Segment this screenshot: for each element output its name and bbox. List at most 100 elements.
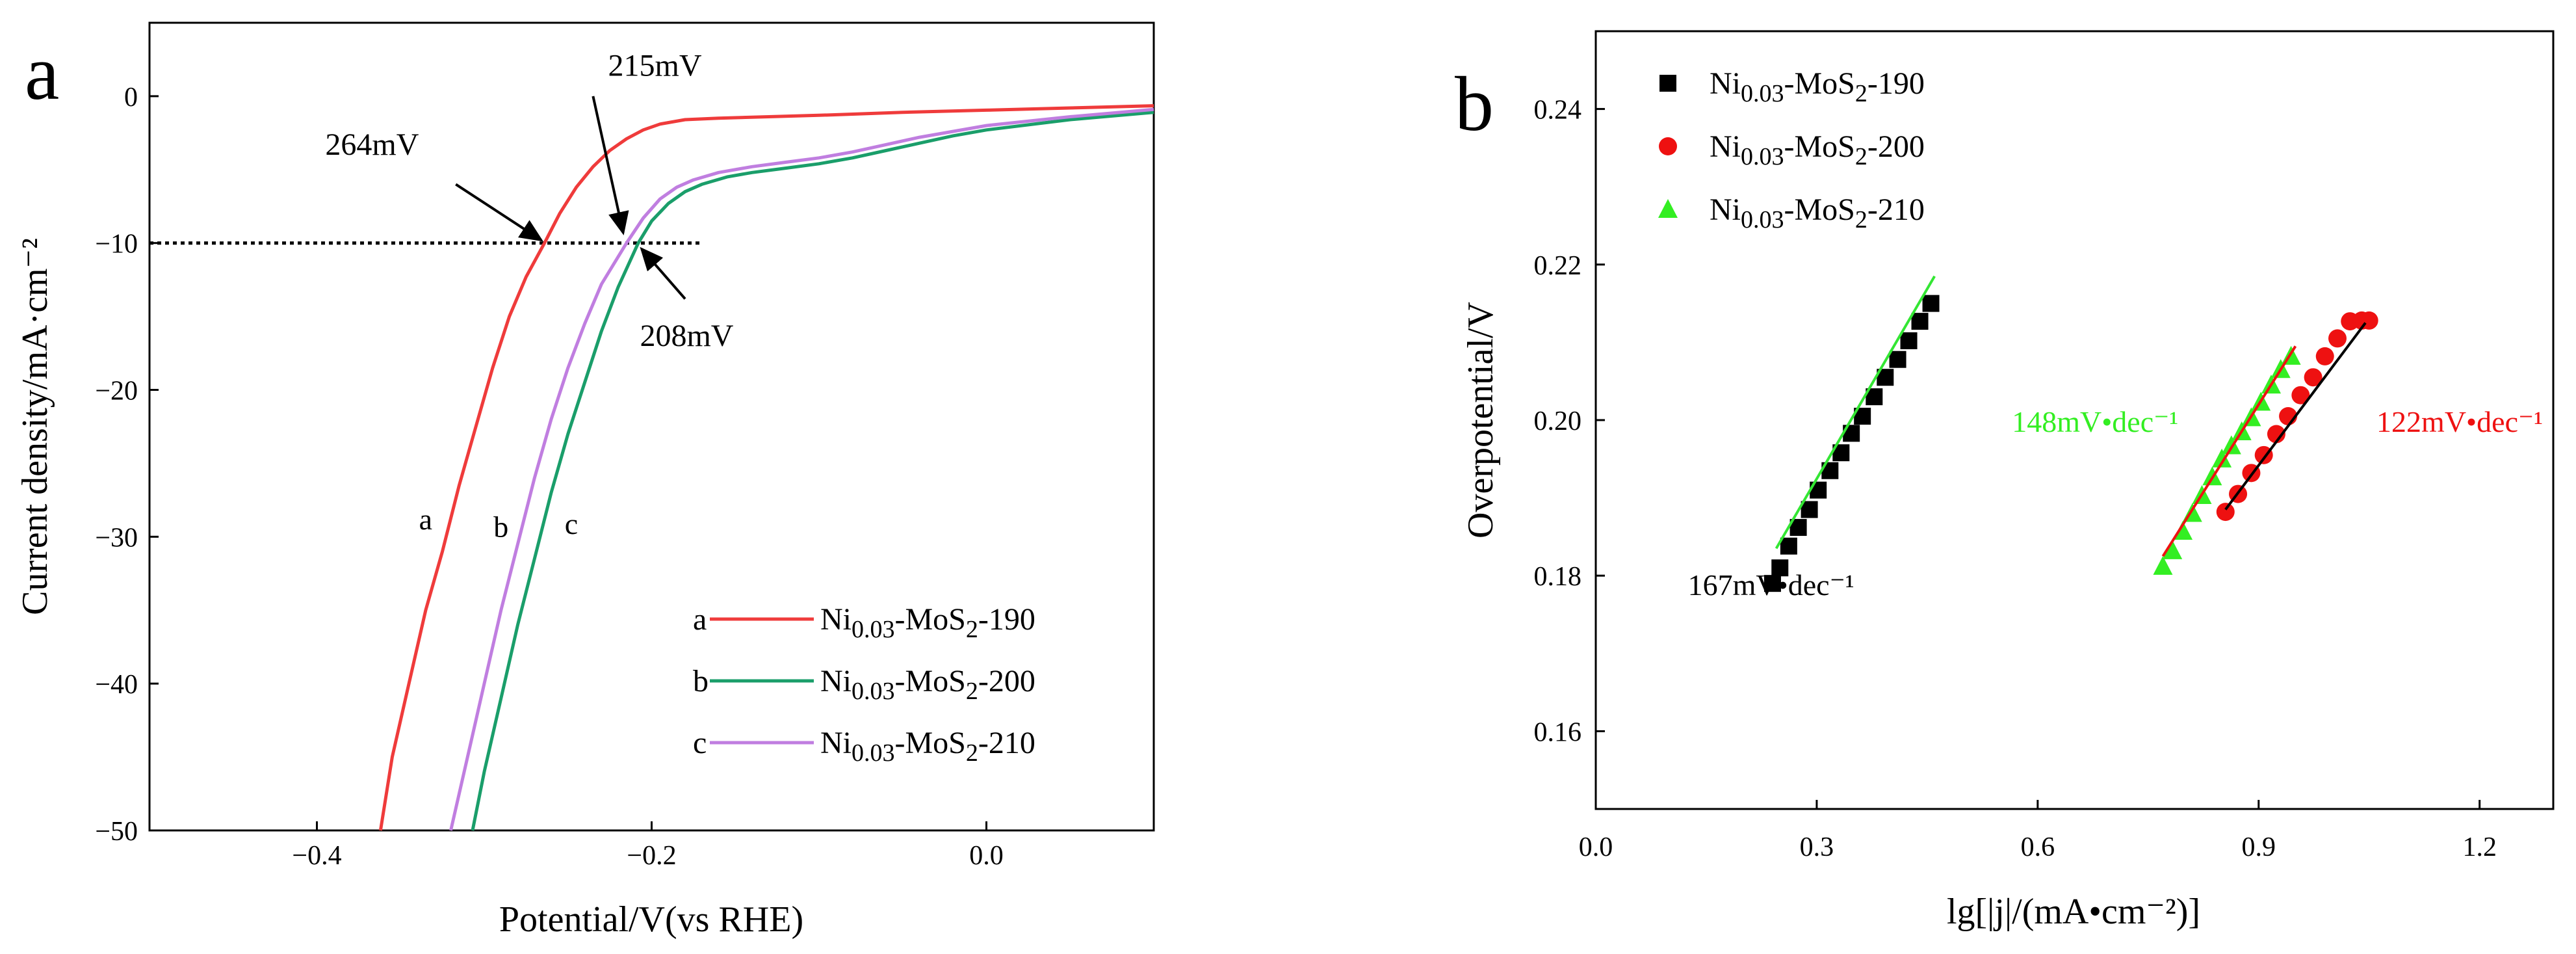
panel-label-b: b	[1455, 60, 1494, 147]
x-tick-label-b: 1.2	[2462, 832, 2497, 862]
data-point-s200	[2216, 503, 2235, 522]
legend-key-c: c	[693, 726, 707, 760]
legend-label-a: Ni0.03-MoS2-190	[820, 602, 1035, 643]
curve-label-a: a	[419, 503, 432, 536]
data-point-s190	[1771, 559, 1789, 577]
data-point-s210	[2221, 435, 2241, 455]
name-part: -MoS	[895, 602, 966, 637]
subscript: 2	[966, 616, 978, 643]
data-point-s210	[2212, 448, 2232, 468]
x-tick-label-b: 0.6	[2021, 832, 2055, 862]
legend-label-s190: Ni0.03-MoS2-190	[1710, 66, 1925, 107]
y-axis-label-a: Current density/mA·cm⁻²	[15, 238, 55, 615]
x-tick-label-a: −0.2	[627, 841, 676, 871]
slope-label-s210: 148mV•dec⁻¹	[2012, 405, 2178, 438]
name-part: -190	[1867, 66, 1925, 101]
annotation-text: 215mV	[608, 48, 702, 83]
x-axis-label-b: lg[|j|/(mA•cm⁻²)]	[1947, 892, 2200, 932]
data-point-s190	[1922, 295, 1940, 312]
plot-frame-a	[148, 21, 1155, 832]
name-part: -210	[978, 726, 1035, 760]
data-point-s190	[1801, 501, 1818, 518]
fit-line-s210	[2161, 345, 2297, 557]
legend-label-s210: Ni0.03-MoS2-210	[1710, 192, 1925, 233]
annotation-arrow	[592, 96, 629, 235]
data-point-s190	[1911, 313, 1929, 330]
y-tick-label-b: 0.16	[1534, 717, 1582, 747]
data-point-s200	[2328, 329, 2347, 348]
legend-a: a Ni0.03-MoS2-190 b Ni0.03-MoS2-200 c Ni0.03-…	[693, 602, 1035, 767]
name-part: -190	[978, 602, 1035, 637]
subscript: 0.03	[1741, 80, 1784, 107]
panel-label-a: a	[25, 29, 59, 116]
fit-line-s190	[1775, 275, 1936, 550]
data-point-s210	[2153, 555, 2173, 575]
name-part: -200	[1867, 129, 1925, 164]
y-tick-label-a: −10	[95, 230, 138, 259]
legend-label-s200: Ni0.03-MoS2-200	[1710, 129, 1925, 170]
y-tick-label-b: 0.24	[1534, 96, 1582, 126]
y-tick-label-a: −50	[95, 817, 138, 847]
annotation-arrow	[455, 183, 543, 242]
legend-marker-s210	[1658, 199, 1678, 218]
legend-b: Ni0.03-MoS2-190 Ni0.03-MoS2-200 Ni0.03-MoS…	[1658, 66, 1925, 233]
subscript: 0.03	[1741, 206, 1784, 233]
curve-label-c: c	[565, 507, 578, 540]
data-point-s190	[1900, 332, 1918, 350]
legend-label-c: Ni0.03-MoS2-210	[820, 726, 1035, 767]
legend-marker-s190	[1659, 75, 1676, 92]
annotation-arrow	[640, 246, 686, 300]
x-tick-label-a: −0.4	[292, 841, 341, 871]
legend-label-b: Ni0.03-MoS2-200	[820, 664, 1035, 705]
subscript: 0.03	[852, 616, 895, 643]
legend-key-a: a	[693, 602, 707, 637]
curve-label-b: b	[493, 510, 508, 543]
annotation-text: 264mV	[325, 127, 419, 162]
x-tick-label-b: 0.3	[1800, 832, 1834, 862]
data-point-s200	[2304, 368, 2322, 387]
name-part: -MoS	[895, 664, 966, 698]
data-point-s200	[2315, 347, 2334, 365]
data-point-s210	[2163, 540, 2183, 559]
subscript: 2	[1855, 80, 1867, 107]
y-axis-label-b: Overpotential/V	[1461, 302, 1501, 538]
y-tick-label-a: −30	[95, 523, 138, 553]
x-axis-label-a: Potential/V(vs RHE)	[499, 899, 803, 940]
y-tick-label-a: −20	[95, 377, 138, 406]
y-tick-label-b: 0.18	[1534, 562, 1582, 592]
subscript: 2	[966, 678, 978, 705]
chart-panel-b: b 0.0 0.3 0.6 0.9 1.2 0.16 0.18 0.20 0.22 0.24 16…	[1455, 30, 2555, 932]
data-point-s190	[1763, 575, 1781, 592]
name-part: -MoS	[1784, 66, 1855, 101]
data-point-s190	[1889, 351, 1906, 368]
name-part: -200	[978, 664, 1035, 698]
y-tick-label-b: 0.20	[1534, 406, 1582, 436]
subscript: 2	[966, 739, 978, 767]
subscript: 0.03	[852, 678, 895, 705]
subscript: 0.03	[852, 739, 895, 767]
x-tick-label-a: 0.0	[969, 841, 1004, 871]
series-line-a	[378, 104, 1154, 831]
annotation-text: 208mV	[640, 319, 733, 353]
data-point-s200	[2291, 386, 2310, 404]
name-part: -210	[1867, 192, 1925, 227]
slope-label-s190: 167mV•dec⁻¹	[1688, 568, 1854, 602]
y-tick-label-a: 0	[124, 83, 138, 113]
name-part: -MoS	[1784, 192, 1855, 227]
series-line-c	[449, 107, 1154, 831]
y-tick-label-b: 0.22	[1534, 251, 1582, 281]
legend-key-b: b	[693, 664, 709, 698]
slope-label-s200: 122mV•dec⁻¹	[2376, 405, 2543, 438]
data-point-s210	[2173, 521, 2193, 540]
data-point-s200	[2267, 425, 2285, 444]
name-part: -MoS	[895, 726, 966, 760]
x-tick-label-b: 0.0	[1579, 832, 1613, 862]
data-point-s190	[1780, 537, 1797, 555]
y-tick-label-a: −40	[95, 670, 138, 700]
legend-marker-s200	[1659, 137, 1677, 155]
x-tick-label-b: 0.9	[2242, 832, 2276, 862]
subscript: 2	[1855, 206, 1867, 233]
subscript: 0.03	[1741, 143, 1784, 170]
